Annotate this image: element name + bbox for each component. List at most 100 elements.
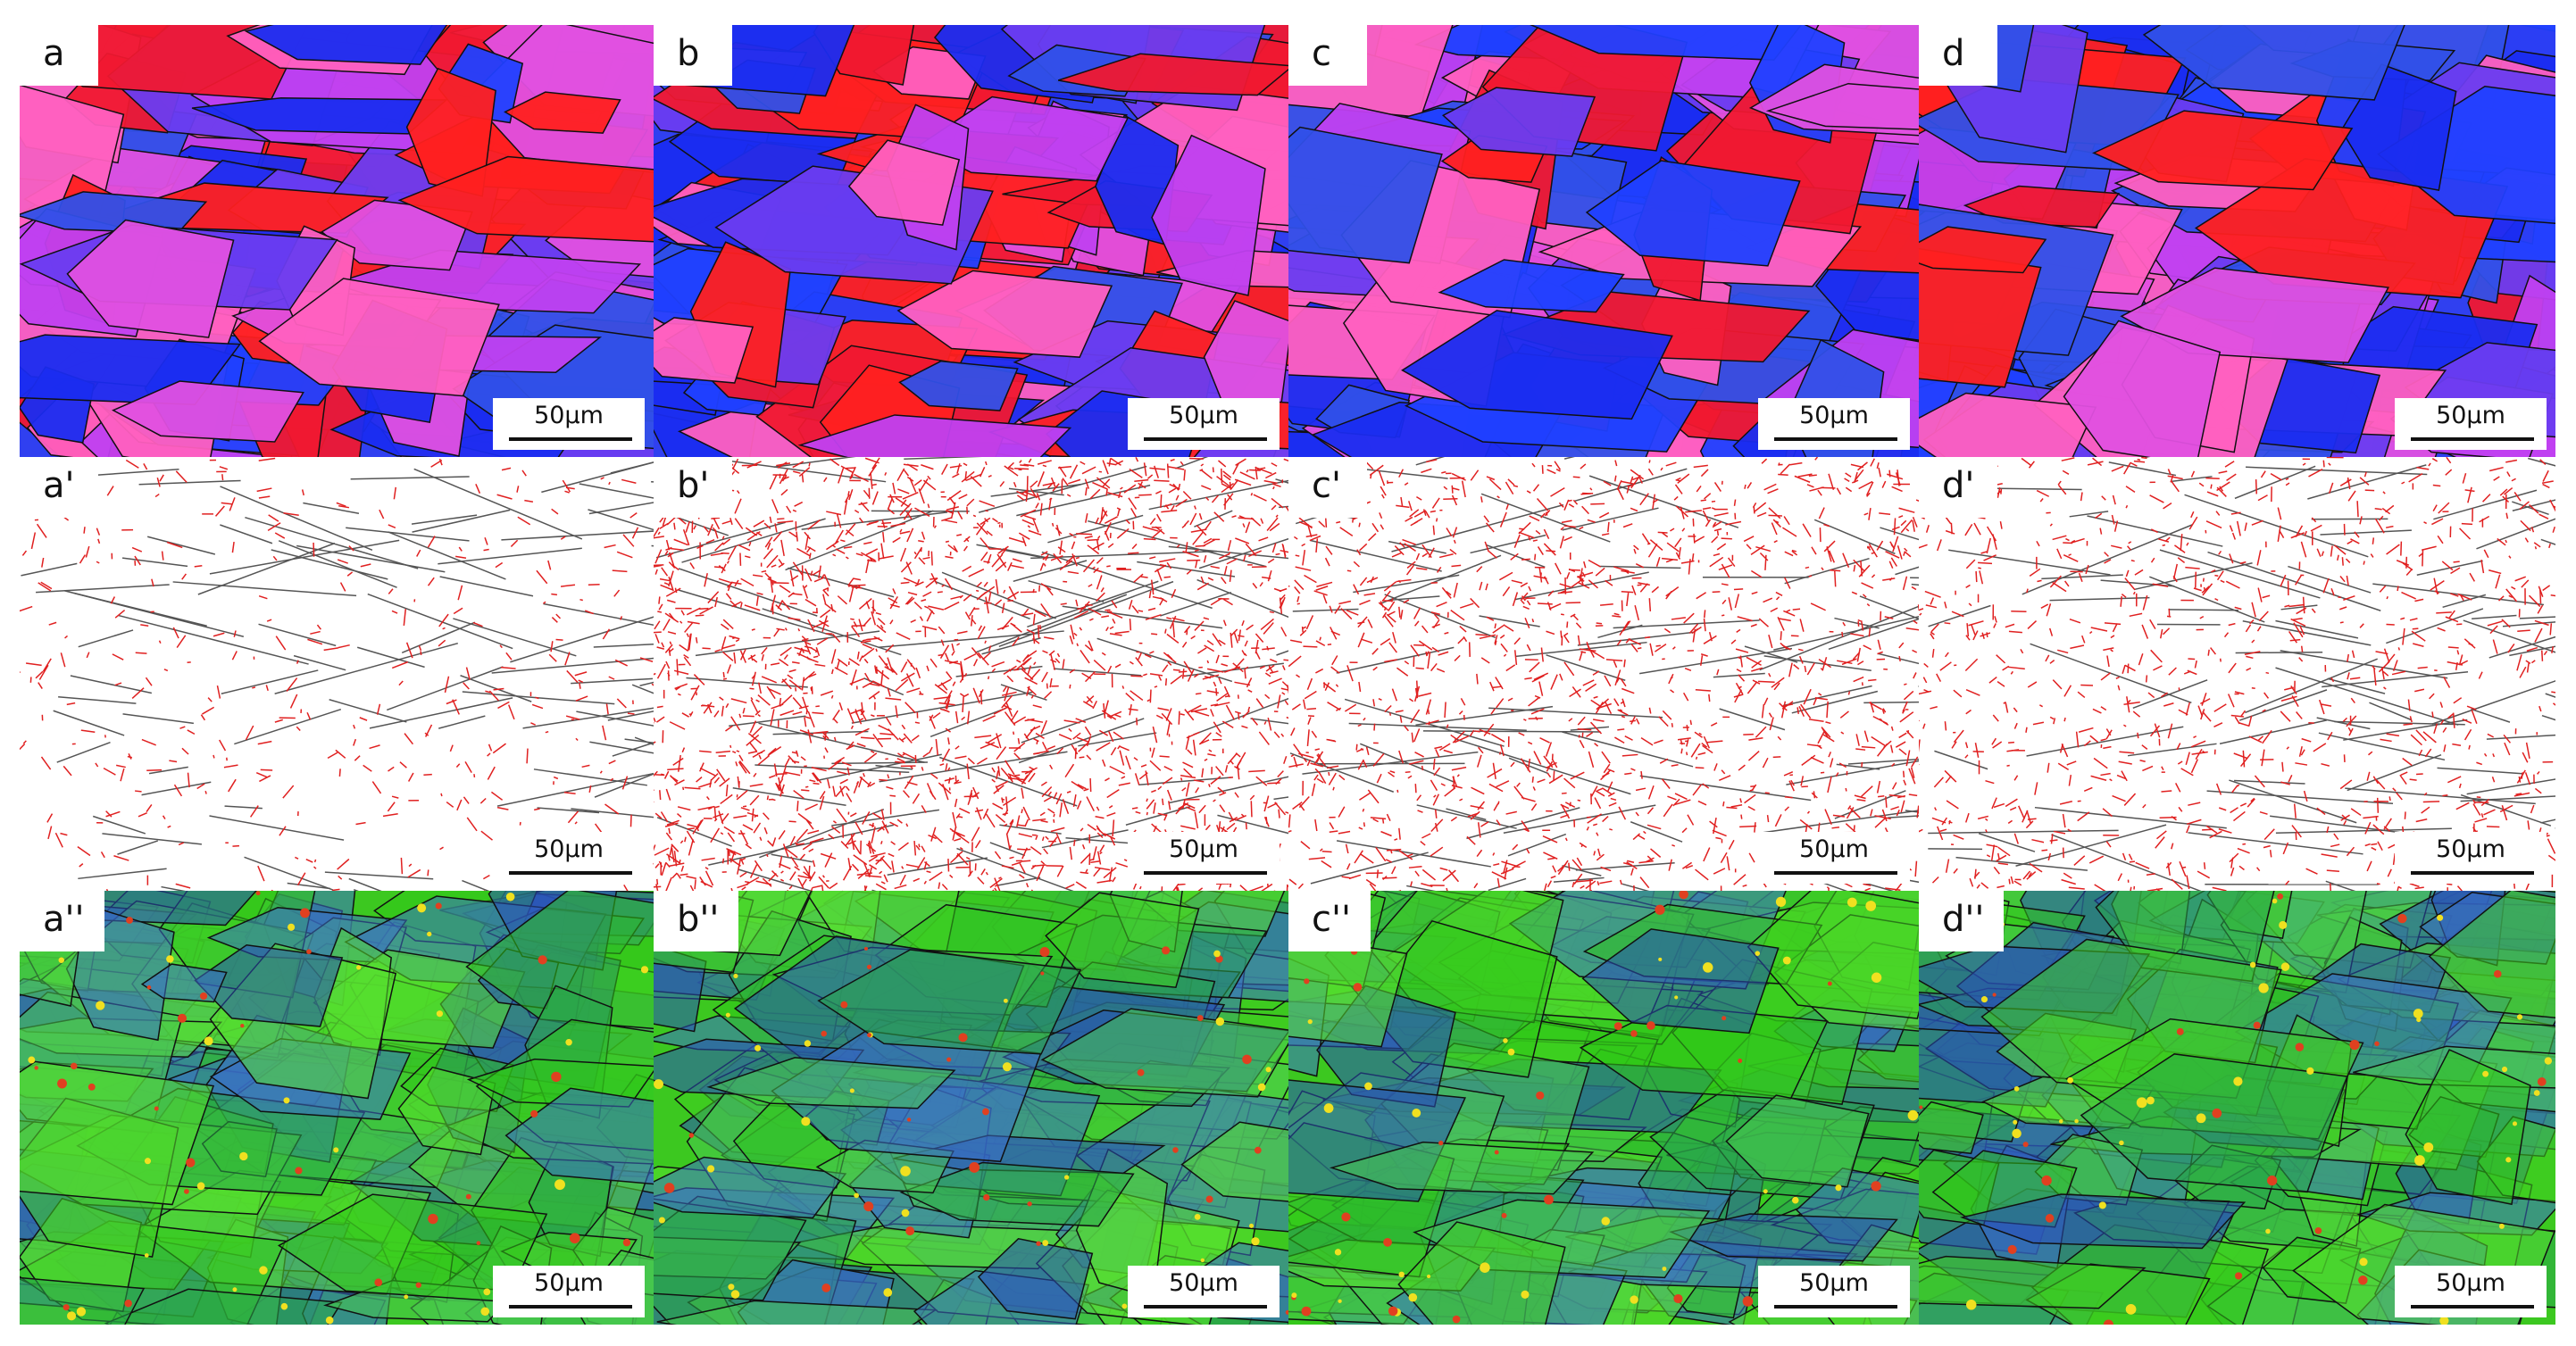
misorientation [1187, 749, 1193, 755]
misorientation [1891, 762, 1896, 767]
misorientation [2202, 583, 2213, 596]
misorientation [1206, 640, 1214, 646]
misorientation [1885, 796, 1888, 808]
misorientation [1388, 611, 1396, 616]
misorientation [1087, 823, 1097, 831]
misorientation [2519, 501, 2530, 511]
misorientation [1592, 670, 1600, 676]
misorientation [2185, 702, 2190, 716]
misorientation [564, 490, 570, 494]
misorientation [1271, 497, 1284, 509]
misorientation [753, 772, 757, 777]
misorientation [880, 733, 895, 735]
misorientation [1521, 595, 1526, 602]
misorientation [1175, 494, 1180, 501]
misorientation [1258, 536, 1269, 542]
grain-boundary [2171, 476, 2213, 483]
misorientation [1034, 610, 1046, 618]
misorientation [1399, 542, 1405, 548]
misorientation [975, 522, 986, 536]
misorientation [871, 491, 879, 505]
misorientation [2442, 794, 2448, 797]
misorientation [1183, 469, 1186, 481]
misorientation [812, 885, 823, 889]
misorientation [1226, 822, 1236, 831]
misorientation [1201, 768, 1205, 777]
misorientation [1764, 554, 1767, 570]
misorientation [733, 652, 737, 664]
misorientation [1433, 794, 1437, 798]
misorientation [1207, 577, 1214, 581]
grain-boundary [1763, 655, 1872, 672]
misorientation [1166, 721, 1171, 735]
scale-bar-line [509, 437, 632, 441]
misorientation [1434, 745, 1443, 750]
misorientation [1436, 601, 1447, 608]
misorientation [1210, 565, 1220, 569]
misorientation [1733, 499, 1737, 506]
misorientation [668, 561, 676, 569]
misorientation [985, 596, 989, 614]
misorientation [1721, 583, 1729, 586]
misorientation [2132, 591, 2136, 595]
misorientation [1773, 682, 1780, 691]
misorientation [1649, 539, 1663, 551]
misorientation [1235, 458, 1246, 466]
misorientation [1100, 587, 1105, 593]
misorientation [1730, 639, 1737, 644]
misorientation [1874, 817, 1887, 828]
misorientation [659, 522, 669, 529]
misorientation [1156, 569, 1163, 581]
misorientation [1695, 689, 1711, 692]
misorientation [1747, 751, 1760, 761]
misorientation [1324, 557, 1330, 567]
misorientation [1908, 768, 1916, 785]
misorientation [1086, 796, 1095, 812]
misorientation [1307, 715, 1315, 718]
misorientation [880, 881, 886, 885]
misorientation [1380, 637, 1391, 646]
misorientation [1577, 728, 1592, 731]
misorientation [1120, 745, 1130, 752]
misorientation [897, 842, 909, 852]
misorientation [1408, 760, 1424, 765]
misorientation [1751, 591, 1758, 595]
misorientation [1306, 759, 1312, 767]
grain [1441, 87, 1596, 157]
misorientation [1289, 639, 1303, 644]
misorientation [1577, 581, 1590, 589]
misorientation [853, 854, 868, 866]
misorientation [682, 529, 690, 546]
misorientation [1826, 546, 1832, 562]
misorientation [1830, 569, 1841, 572]
misorientation [1040, 719, 1047, 735]
misorientation [1222, 598, 1233, 606]
misorientation [1149, 673, 1163, 677]
misorientation [1632, 476, 1640, 481]
misorientation [1680, 748, 1683, 754]
misorientation [1221, 482, 1235, 494]
misorientation [666, 819, 679, 826]
misorientation [517, 516, 531, 526]
misorientation [1219, 792, 1227, 796]
misorientation [914, 581, 924, 587]
misorientation [616, 551, 633, 559]
misorientation [869, 782, 876, 787]
misorientation [680, 865, 685, 872]
misorientation [838, 468, 845, 484]
misorientation [847, 491, 850, 496]
misorientation [1632, 833, 1641, 841]
grain-boundary [1860, 881, 1895, 891]
misorientation [1647, 468, 1654, 476]
misorientation [900, 499, 907, 507]
misorientation [699, 767, 716, 777]
misorientation [1483, 515, 1490, 523]
misorientation [1315, 759, 1320, 763]
misorientation [1039, 811, 1046, 817]
misorientation [536, 569, 548, 585]
misorientation [221, 474, 224, 481]
misorientation [750, 696, 754, 701]
misorientation [946, 490, 962, 502]
grain [1585, 160, 1801, 267]
